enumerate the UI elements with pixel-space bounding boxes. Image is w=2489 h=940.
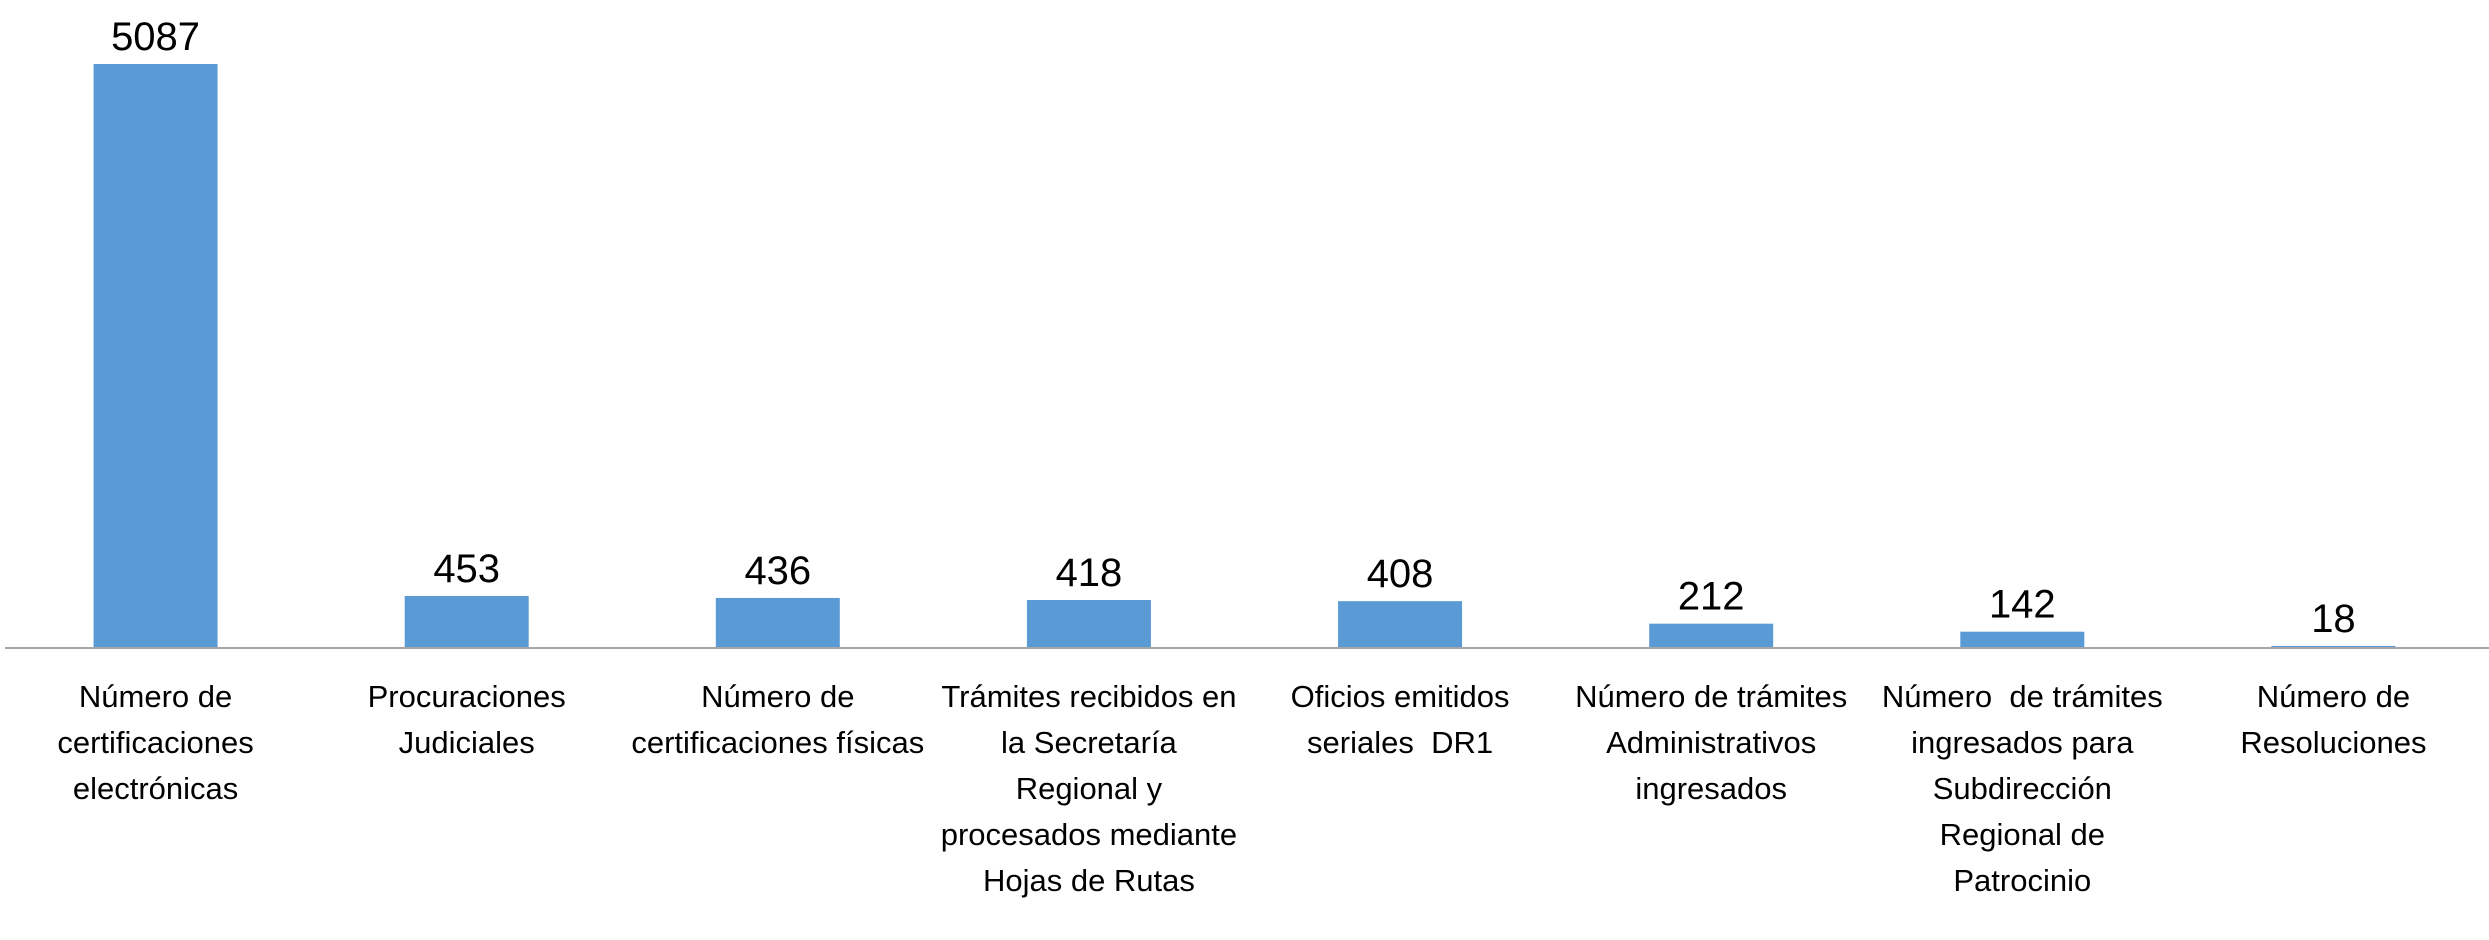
bar (2271, 645, 2396, 648)
x-tick-label: Trámites recibidos en la Secretaría Regi… (940, 679, 1246, 898)
x-tick-label: Número de trámites Administrativos ingre… (1575, 679, 1855, 806)
x-tick-label: Oficios emitidos seriales DR1 (1290, 679, 1519, 760)
bar (1649, 623, 1774, 648)
value-label: 18 (2311, 597, 2356, 641)
value-label: 142 (1989, 583, 2056, 627)
value-label: 5087 (111, 15, 200, 59)
x-tick-label: Número de Resoluciones (2240, 679, 2427, 760)
x-tick-label: Número de trámites ingresados para Subdi… (1881, 679, 2172, 898)
bar (1960, 631, 2085, 648)
value-label: 408 (1367, 552, 1434, 596)
bar (93, 64, 218, 648)
x-tick-label: Número de certificaciones físicas (631, 679, 925, 760)
value-label: 436 (744, 549, 811, 593)
x-tick-label: Número de certificaciones electrónicas (57, 679, 263, 806)
value-label: 418 (1056, 551, 1123, 595)
value-label: 212 (1678, 575, 1745, 619)
bar (1338, 601, 1463, 648)
x-tick-label: Procuraciones Judiciales (367, 679, 575, 760)
bar (404, 595, 529, 648)
bar (1026, 600, 1151, 648)
bar (715, 597, 840, 648)
value-label: 453 (433, 547, 500, 591)
